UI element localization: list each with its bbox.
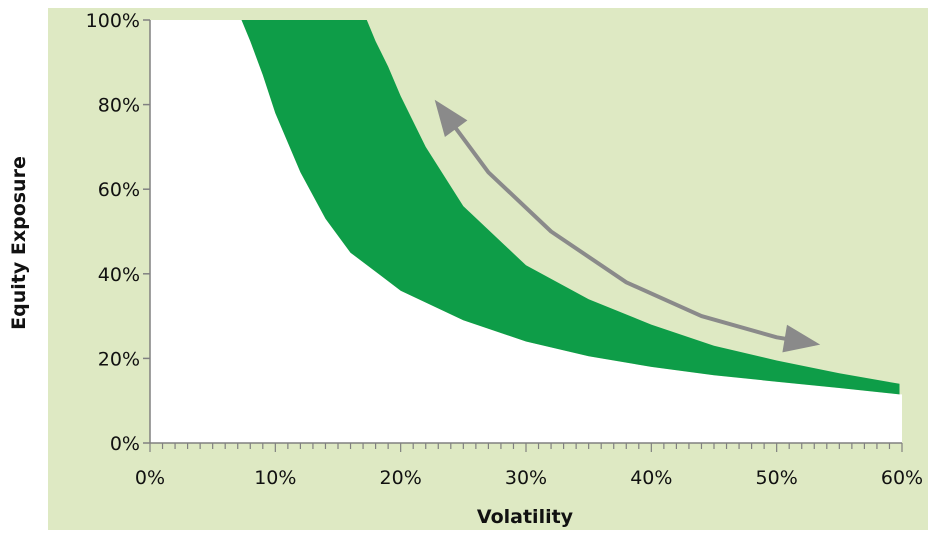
arrow-head-up bbox=[434, 99, 468, 137]
x-tick-label: 0% bbox=[135, 467, 165, 489]
x-tick-label: 50% bbox=[756, 467, 798, 489]
y-tick-label: 0% bbox=[110, 433, 140, 455]
arrow-shaft bbox=[436, 102, 817, 346]
x-tick-label: 30% bbox=[505, 467, 547, 489]
x-tick-label: 10% bbox=[254, 467, 296, 489]
y-tick-label: 60% bbox=[98, 179, 140, 201]
y-axis-title: Equity Exposure bbox=[8, 156, 30, 330]
x-tick-label: 40% bbox=[630, 467, 672, 489]
y-tick-label: 40% bbox=[98, 264, 140, 286]
x-tick-label: 60% bbox=[881, 467, 923, 489]
x-axis-title: Volatility bbox=[477, 506, 574, 528]
y-tick-label: 100% bbox=[86, 10, 140, 32]
double-arrow bbox=[434, 99, 821, 353]
y-tick-label: 80% bbox=[98, 95, 140, 117]
x-tick-label: 20% bbox=[380, 467, 422, 489]
y-tick-label: 20% bbox=[98, 348, 140, 370]
arrow-head-down bbox=[782, 324, 821, 353]
unreachable-region bbox=[150, 20, 902, 443]
equity-exposure-band bbox=[241, 20, 900, 395]
axes: 0% 20% 40% 60% 80% 100% 0% 10% 20% 30% 40% 50% 60% bbox=[86, 10, 923, 489]
